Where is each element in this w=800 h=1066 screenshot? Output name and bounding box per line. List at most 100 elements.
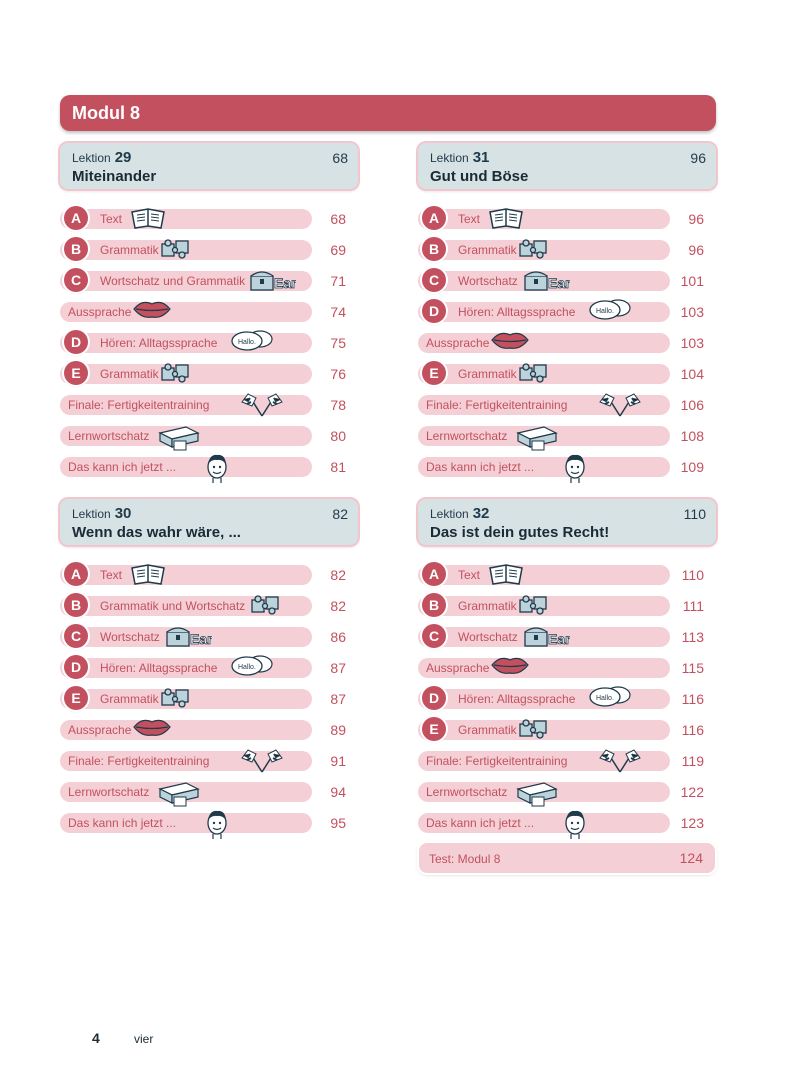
toc-row[interactable]: D Hören: Alltagssprache Hallo. 87 bbox=[60, 653, 358, 684]
toc-row-page: 109 bbox=[680, 459, 704, 475]
toc-row-label: Hören: Alltagssprache bbox=[458, 305, 576, 319]
section-letter-badge: B bbox=[64, 237, 88, 261]
lesson-block: Lektion 32 110 Das ist dein gutes Recht! A Te… bbox=[418, 499, 716, 839]
puzzle-icon bbox=[516, 715, 552, 743]
lesson-title: Wenn das wahr wäre, ... bbox=[72, 524, 241, 541]
svg-text:Ear: Ear bbox=[548, 631, 570, 647]
toc-row-label: Lernwortschatz bbox=[426, 429, 508, 443]
lesson-title: Gut und Böse bbox=[430, 168, 529, 185]
lesson-rows: A Text 96 B Grammatik 96 C Wortschatz Ear 101 D Hör… bbox=[418, 204, 716, 483]
toc-row[interactable]: A Text 110 bbox=[418, 560, 716, 591]
toc-row-label: Das kann ich jetzt ... bbox=[68, 460, 177, 474]
toc-row-page: 69 bbox=[330, 242, 346, 258]
puzzle-icon bbox=[516, 359, 552, 387]
toc-row-label: Finale: Fertigkeitentraining bbox=[426, 398, 568, 412]
toc-row-page: 103 bbox=[680, 304, 704, 320]
toc-row[interactable]: Das kann ich jetzt ... 95 bbox=[60, 808, 358, 839]
lesson-label: Lektion 29 bbox=[72, 149, 132, 166]
lesson-block: Lektion 31 96 Gut und Böse A Text 96 B Grammatik… bbox=[418, 143, 716, 483]
toc-row-bar bbox=[60, 720, 312, 740]
toc-row[interactable]: Das kann ich jetzt ... 81 bbox=[60, 452, 358, 483]
toc-row-label: Aussprache bbox=[68, 305, 132, 319]
lesson-header: Lektion 29 68 Miteinander bbox=[60, 143, 358, 189]
toc-row[interactable]: D Hören: Alltagssprache Hallo. 116 bbox=[418, 684, 716, 715]
toc-row-page: 104 bbox=[680, 366, 704, 382]
toc-row[interactable]: E Grammatik 87 bbox=[60, 684, 358, 715]
lips-icon bbox=[490, 653, 530, 681]
toc-row[interactable]: Aussprache 89 bbox=[60, 715, 358, 746]
toc-row[interactable]: B Grammatik und Wortschatz 82 bbox=[60, 591, 358, 622]
book-icon bbox=[486, 204, 526, 232]
toc-row[interactable]: B Grammatik 69 bbox=[60, 235, 358, 266]
toc-row[interactable]: Lernwortschatz 108 bbox=[418, 421, 716, 452]
toc-row-page: 96 bbox=[688, 242, 704, 258]
toc-row-bar bbox=[418, 813, 670, 833]
speech-bubbles-icon: Hallo. bbox=[230, 653, 274, 681]
toc-row-bar bbox=[60, 271, 312, 291]
toc-row[interactable]: A Text 82 bbox=[60, 560, 358, 591]
toc-row-page: 87 bbox=[330, 660, 346, 676]
toc-row-page: 110 bbox=[681, 567, 704, 583]
lesson-header: Lektion 32 110 Das ist dein gutes Recht! bbox=[418, 499, 716, 545]
section-letter-badge: D bbox=[422, 299, 446, 323]
face-icon bbox=[204, 808, 230, 839]
toc-row[interactable]: Lernwortschatz 94 bbox=[60, 777, 358, 808]
lesson-block: Lektion 30 82 Wenn das wahr wäre, ... A Text 8… bbox=[60, 499, 358, 839]
toc-row-label: Wortschatz bbox=[458, 630, 518, 644]
toc-row-page: 108 bbox=[680, 428, 704, 444]
book-icon bbox=[128, 560, 168, 588]
toc-row-label: Lernwortschatz bbox=[426, 785, 508, 799]
svg-text:Hallo.: Hallo. bbox=[596, 308, 614, 315]
toc-row[interactable]: Finale: Fertigkeitentraining 78 bbox=[60, 390, 358, 421]
card-box-icon bbox=[156, 777, 202, 807]
checkered-flags-icon bbox=[598, 390, 642, 418]
puzzle-icon bbox=[158, 359, 194, 387]
toc-row[interactable]: Finale: Fertigkeitentraining 91 bbox=[60, 746, 358, 777]
toc-row[interactable]: Das kann ich jetzt ... 123 bbox=[418, 808, 716, 839]
toc-row[interactable]: A Text 68 bbox=[60, 204, 358, 235]
toc-row-label: Text bbox=[100, 212, 123, 226]
toc-row[interactable]: C Wortschatz und Grammatik Ear 71 bbox=[60, 266, 358, 297]
section-letter-badge: A bbox=[64, 562, 88, 586]
toc-row[interactable]: Lernwortschatz 122 bbox=[418, 777, 716, 808]
toc-row-bar bbox=[418, 333, 670, 353]
toc-row-label: Grammatik bbox=[100, 692, 159, 706]
toc-row[interactable]: E Grammatik 104 bbox=[418, 359, 716, 390]
svg-text:Hallo.: Hallo. bbox=[238, 339, 256, 346]
toc-row[interactable]: E Grammatik 116 bbox=[418, 715, 716, 746]
test-modul-entry[interactable]: Test: Modul 8 124 bbox=[419, 843, 715, 873]
svg-text:Ear: Ear bbox=[190, 631, 212, 647]
toc-row[interactable]: C Wortschatz Ear 113 bbox=[418, 622, 716, 653]
toc-row[interactable]: Aussprache 74 bbox=[60, 297, 358, 328]
toc-row[interactable]: E Grammatik 76 bbox=[60, 359, 358, 390]
toc-row[interactable]: C Wortschatz Ear 101 bbox=[418, 266, 716, 297]
toc-row[interactable]: D Hören: Alltagssprache Hallo. 75 bbox=[60, 328, 358, 359]
toc-row[interactable]: Aussprache 115 bbox=[418, 653, 716, 684]
section-letter-badge: E bbox=[64, 361, 88, 385]
lesson-title: Miteinander bbox=[72, 168, 157, 185]
lesson-label: Lektion 30 bbox=[72, 505, 132, 522]
toc-row[interactable]: B Grammatik 111 bbox=[418, 591, 716, 622]
toc-row-label: Finale: Fertigkeitentraining bbox=[426, 754, 568, 768]
toc-row[interactable]: A Text 96 bbox=[418, 204, 716, 235]
toc-row[interactable]: Lernwortschatz 80 bbox=[60, 421, 358, 452]
lesson-label: Lektion 32 bbox=[430, 505, 490, 522]
section-letter-badge: C bbox=[422, 268, 446, 292]
card-box-icon bbox=[514, 421, 560, 451]
speech-bubbles-icon: Hallo. bbox=[588, 297, 632, 325]
toc-row[interactable]: D Hören: Alltagssprache Hallo. 103 bbox=[418, 297, 716, 328]
toc-row-label: Grammatik bbox=[458, 723, 517, 737]
modul-banner: Modul 8 bbox=[60, 95, 716, 131]
toc-row[interactable]: Finale: Fertigkeitentraining 119 bbox=[418, 746, 716, 777]
face-icon bbox=[562, 452, 588, 483]
toc-row-bar bbox=[60, 457, 312, 477]
puzzle-icon bbox=[158, 235, 194, 263]
puzzle-icon bbox=[516, 235, 552, 263]
toc-row[interactable]: Finale: Fertigkeitentraining 106 bbox=[418, 390, 716, 421]
toc-row[interactable]: C Wortschatz Ear 86 bbox=[60, 622, 358, 653]
toc-row-label: Hören: Alltagssprache bbox=[458, 692, 576, 706]
toc-row[interactable]: B Grammatik 96 bbox=[418, 235, 716, 266]
card-box-icon bbox=[514, 777, 560, 807]
toc-row[interactable]: Aussprache 103 bbox=[418, 328, 716, 359]
toc-row[interactable]: Das kann ich jetzt ... 109 bbox=[418, 452, 716, 483]
